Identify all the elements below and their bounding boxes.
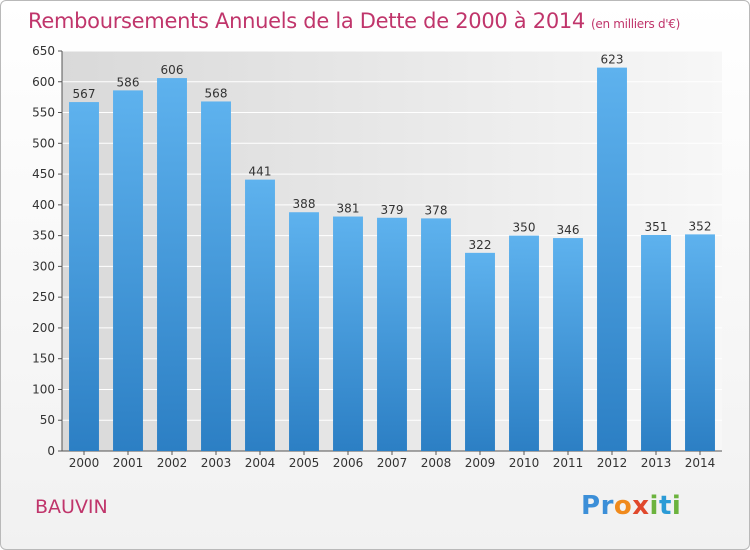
- bar-value-label: 623: [601, 53, 624, 67]
- bar: [69, 102, 99, 452]
- bar-value-label: 441: [249, 165, 272, 179]
- logo-letter: o: [613, 491, 633, 521]
- bar-value-label: 567: [73, 87, 96, 101]
- bar-value-label: 586: [117, 75, 140, 89]
- y-tick-label: 150: [32, 352, 55, 366]
- bar-value-label: 388: [293, 197, 316, 211]
- bar: [289, 212, 319, 451]
- x-tick-label: 2012: [597, 456, 628, 470]
- x-tick-label: 2006: [333, 456, 364, 470]
- logo-letter: x: [632, 491, 650, 521]
- y-tick-label: 400: [32, 198, 55, 212]
- chart-title-text: Remboursements Annuels de la Dette de 20…: [28, 9, 585, 33]
- bar: [113, 90, 143, 451]
- chart-subtitle: (en milliers d'€): [591, 17, 681, 31]
- bar-value-label: 352: [689, 219, 712, 233]
- x-tick-label: 2013: [641, 456, 672, 470]
- chart-title: Remboursements Annuels de la Dette de 20…: [28, 9, 680, 33]
- x-tick-label: 2007: [377, 456, 408, 470]
- logo-letter: t: [658, 491, 672, 521]
- commune-name: BAUVIN: [35, 496, 108, 518]
- x-tick-label: 2011: [553, 456, 584, 470]
- x-tick-label: 2009: [465, 456, 496, 470]
- x-tick-label: 2000: [69, 456, 100, 470]
- bar: [333, 216, 363, 451]
- bar-value-label: 322: [469, 238, 492, 252]
- logo-letter: r: [600, 491, 614, 521]
- bar-value-label: 346: [557, 223, 580, 237]
- bar: [597, 67, 627, 451]
- y-tick-label: 200: [32, 321, 55, 335]
- y-tick-label: 300: [32, 259, 55, 273]
- x-tick-label: 2014: [685, 456, 716, 470]
- x-tick-label: 2005: [289, 456, 320, 470]
- bar: [641, 235, 671, 451]
- y-tick-label: 350: [32, 229, 55, 243]
- y-tick-label: 600: [32, 75, 55, 89]
- x-tick-label: 2001: [113, 456, 144, 470]
- y-tick-label: 50: [40, 413, 55, 427]
- y-tick-label: 250: [32, 290, 55, 304]
- bar: [245, 179, 275, 451]
- x-tick-label: 2010: [509, 456, 540, 470]
- y-tick-label: 500: [32, 136, 55, 150]
- x-tick-label: 2008: [421, 456, 452, 470]
- bar-value-label: 350: [513, 221, 536, 235]
- bar-value-label: 381: [337, 202, 360, 216]
- bar: [685, 234, 715, 451]
- bar-value-label: 568: [205, 86, 228, 100]
- bar: [157, 78, 187, 452]
- bar: [465, 252, 495, 451]
- bar: [553, 238, 583, 451]
- x-tick-label: 2002: [157, 456, 188, 470]
- y-tick-label: 550: [32, 106, 55, 120]
- bar-value-label: 379: [381, 203, 404, 217]
- bar: [421, 218, 451, 451]
- y-tick-label: 0: [47, 444, 55, 458]
- y-tick-label: 650: [32, 44, 55, 58]
- bar: [509, 235, 539, 451]
- x-tick-label: 2004: [245, 456, 276, 470]
- proxiti-logo: Proxiti: [581, 491, 681, 521]
- logo-letter: P: [581, 491, 601, 521]
- logo-letter: i: [671, 491, 682, 521]
- logo-letter: i: [649, 491, 659, 521]
- x-tick-label: 2003: [201, 456, 232, 470]
- y-tick-label: 100: [32, 382, 55, 396]
- bar-value-label: 606: [161, 63, 184, 77]
- bar-value-label: 351: [645, 220, 668, 234]
- bar-value-label: 378: [425, 203, 448, 217]
- y-tick-label: 450: [32, 167, 55, 181]
- bar: [377, 217, 407, 451]
- bar: [201, 101, 231, 451]
